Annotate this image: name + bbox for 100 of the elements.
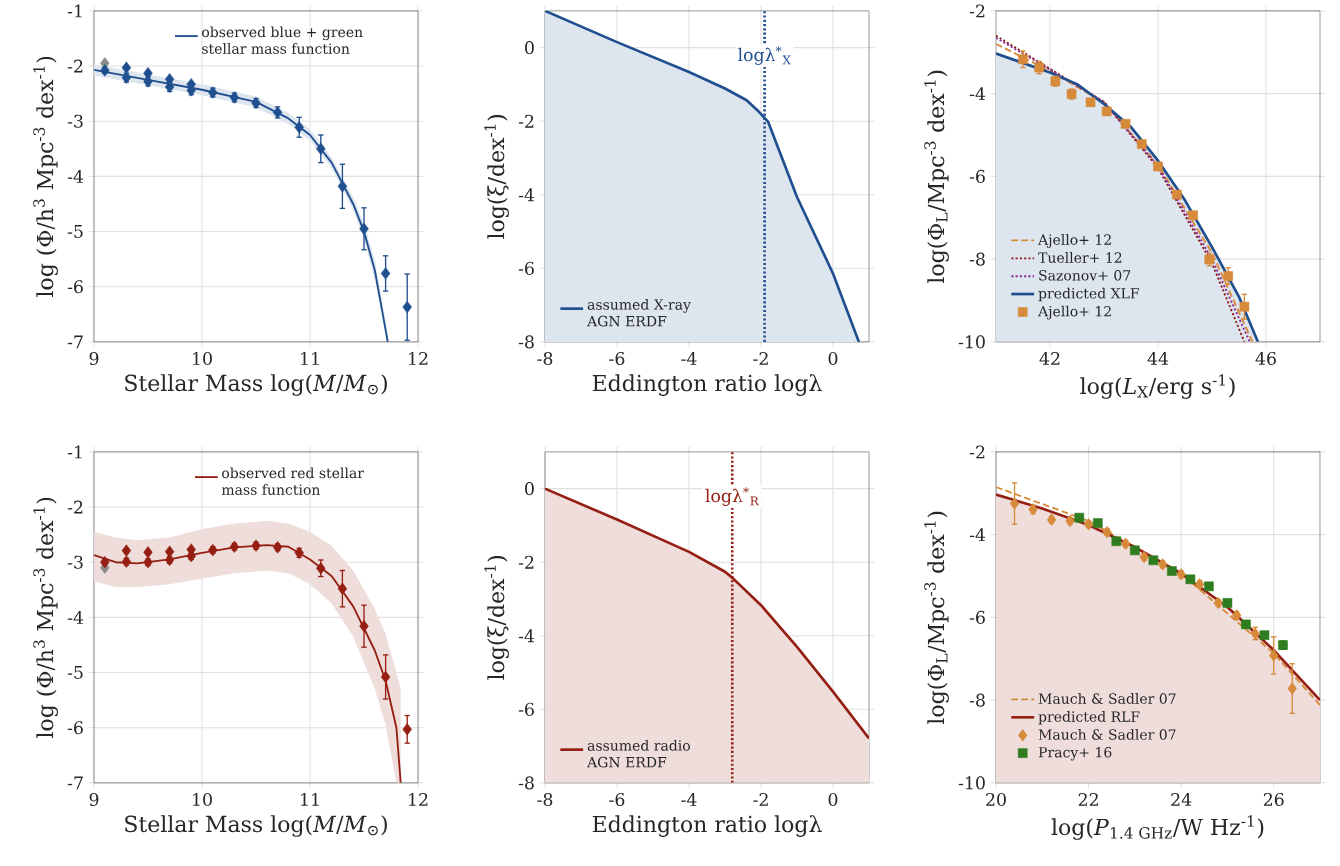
y-axis-title: log(Φ$_{L}$/Mpc$^{-3}$ dex$^{-1}$) — [924, 70, 949, 284]
x-tick-label: 11 — [301, 351, 319, 365]
point — [1085, 97, 1096, 108]
x-tick-label: 20 — [986, 792, 1006, 807]
y-tick-label: -3 — [67, 555, 83, 569]
y-tick-label: -5 — [67, 666, 83, 680]
point — [1172, 189, 1182, 200]
point — [402, 301, 412, 314]
y-tick-label: -3 — [67, 114, 83, 128]
y-tick-label: -10 — [958, 335, 985, 349]
point — [1204, 581, 1214, 592]
point — [121, 61, 132, 74]
x-axis-title: Stellar Mass log(M/M$_{⊙}$) — [125, 815, 387, 837]
x-tick-label: 9 — [89, 792, 99, 807]
point — [1167, 566, 1177, 576]
y-tick-label: 0 — [525, 41, 534, 55]
legend-label: predicted XLF — [1038, 287, 1139, 302]
y-axis-title: log (Φ/h$^{3}$ Mpc$^{-3}$ dex$^{-1}$) — [33, 498, 58, 738]
point — [1018, 54, 1028, 65]
y-tick-label: -1 — [67, 4, 82, 18]
x-tick-label: -4 — [681, 792, 697, 806]
y-tick-label: -4 — [67, 170, 84, 183]
point — [337, 582, 348, 595]
x-tick-label: 0 — [828, 792, 838, 807]
x-tick-label: 26 — [1263, 792, 1284, 807]
point — [1137, 139, 1147, 149]
y-tick-label: -6 — [67, 721, 83, 735]
point — [1074, 512, 1085, 523]
y-tick-label: -10 — [958, 776, 985, 790]
point — [294, 121, 304, 134]
point — [1223, 271, 1233, 281]
x-axis-title: log(P$_{1.4 GHz}$/W Hz$^{-1}$) — [1051, 815, 1264, 840]
legend-label: assumed radio AGN ERDF — [587, 740, 690, 768]
legend-label: Pracy+ 16 — [1038, 747, 1112, 761]
point — [359, 222, 369, 235]
y-tick-label: -6 — [518, 261, 534, 275]
x-tick-label: 12 — [409, 351, 428, 365]
point — [380, 670, 391, 684]
y-tick-label: -4 — [969, 528, 986, 542]
point — [1239, 301, 1250, 312]
y-tick-label: -4 — [67, 611, 84, 624]
y-tick-label: -1 — [67, 445, 82, 459]
x-tick-label: 44 — [1147, 351, 1169, 365]
point — [1185, 574, 1196, 585]
point — [1287, 682, 1297, 695]
x-tick-label: 46 — [1255, 351, 1276, 366]
legend-label: Mauch & Sadler 07 — [1038, 693, 1176, 704]
point — [1269, 649, 1279, 662]
x-tick-label: 10 — [193, 792, 212, 807]
y-tick-label: -2 — [67, 59, 83, 73]
y-tick-label: -6 — [969, 169, 985, 183]
legend-label: Tueller+ 12 — [1038, 252, 1122, 263]
point — [1148, 555, 1159, 566]
y-tick-label: -7 — [67, 335, 83, 349]
point — [1241, 619, 1251, 630]
y-tick-label: -8 — [969, 252, 985, 266]
x-axis-title: Stellar Mass log(M/M$_{⊙}$) — [125, 374, 387, 396]
point — [121, 544, 132, 557]
y-tick-label: 0 — [525, 482, 534, 496]
point — [1111, 536, 1122, 547]
x-tick-label: 12 — [409, 792, 428, 806]
y-tick-label: -8 — [969, 693, 985, 707]
x-tick-label: -2 — [753, 351, 768, 365]
point — [1259, 630, 1270, 641]
y-tick-label: -6 — [67, 280, 83, 294]
point — [1093, 518, 1103, 528]
x-axis-title: Eddington ratio logλ — [592, 815, 822, 837]
y-tick-label: -6 — [969, 610, 985, 624]
x-tick-label: 11 — [301, 792, 319, 806]
point — [1101, 106, 1112, 117]
legend-label: predicted RLF — [1038, 711, 1140, 725]
legend-label: assumed X-ray AGN ERDF — [587, 299, 691, 327]
x-tick-label: 10 — [193, 351, 212, 366]
x-tick-label: 9 — [89, 351, 99, 366]
y-tick-label: -2 — [969, 445, 985, 459]
point — [1120, 119, 1131, 129]
ref-line-label: logλ$^{*}$X — [738, 46, 791, 65]
point — [1009, 497, 1020, 510]
y-tick-label: -6 — [518, 702, 534, 716]
y-tick-label: -8 — [518, 335, 534, 349]
point — [1130, 545, 1140, 556]
x-axis-title: Eddington ratio logλ — [592, 374, 822, 396]
point — [359, 620, 369, 633]
legend-label: Mauch & Sadler 07 — [1038, 729, 1176, 740]
y-axis-title: log(ξ/dex$^{-1}$) — [484, 556, 509, 680]
x-tick-label: -8 — [537, 792, 553, 807]
y-tick-label: -2 — [969, 4, 985, 18]
y-tick-label: -2 — [518, 555, 534, 569]
legend-label: observed red stellar mass function — [221, 467, 364, 495]
point — [380, 267, 391, 280]
legend-label: Ajello+ 12 — [1038, 305, 1111, 320]
x-tick-label: -8 — [537, 351, 553, 366]
y-tick-label: -2 — [67, 500, 83, 514]
x-tick-label: 22 — [1078, 792, 1098, 806]
point — [402, 723, 412, 736]
legend-label: Ajello+ 12 — [1038, 234, 1111, 248]
point — [143, 546, 153, 559]
point — [337, 180, 348, 193]
legend-label: Sazonov+ 07 — [1039, 270, 1131, 281]
x-tick-label: -2 — [753, 792, 768, 806]
